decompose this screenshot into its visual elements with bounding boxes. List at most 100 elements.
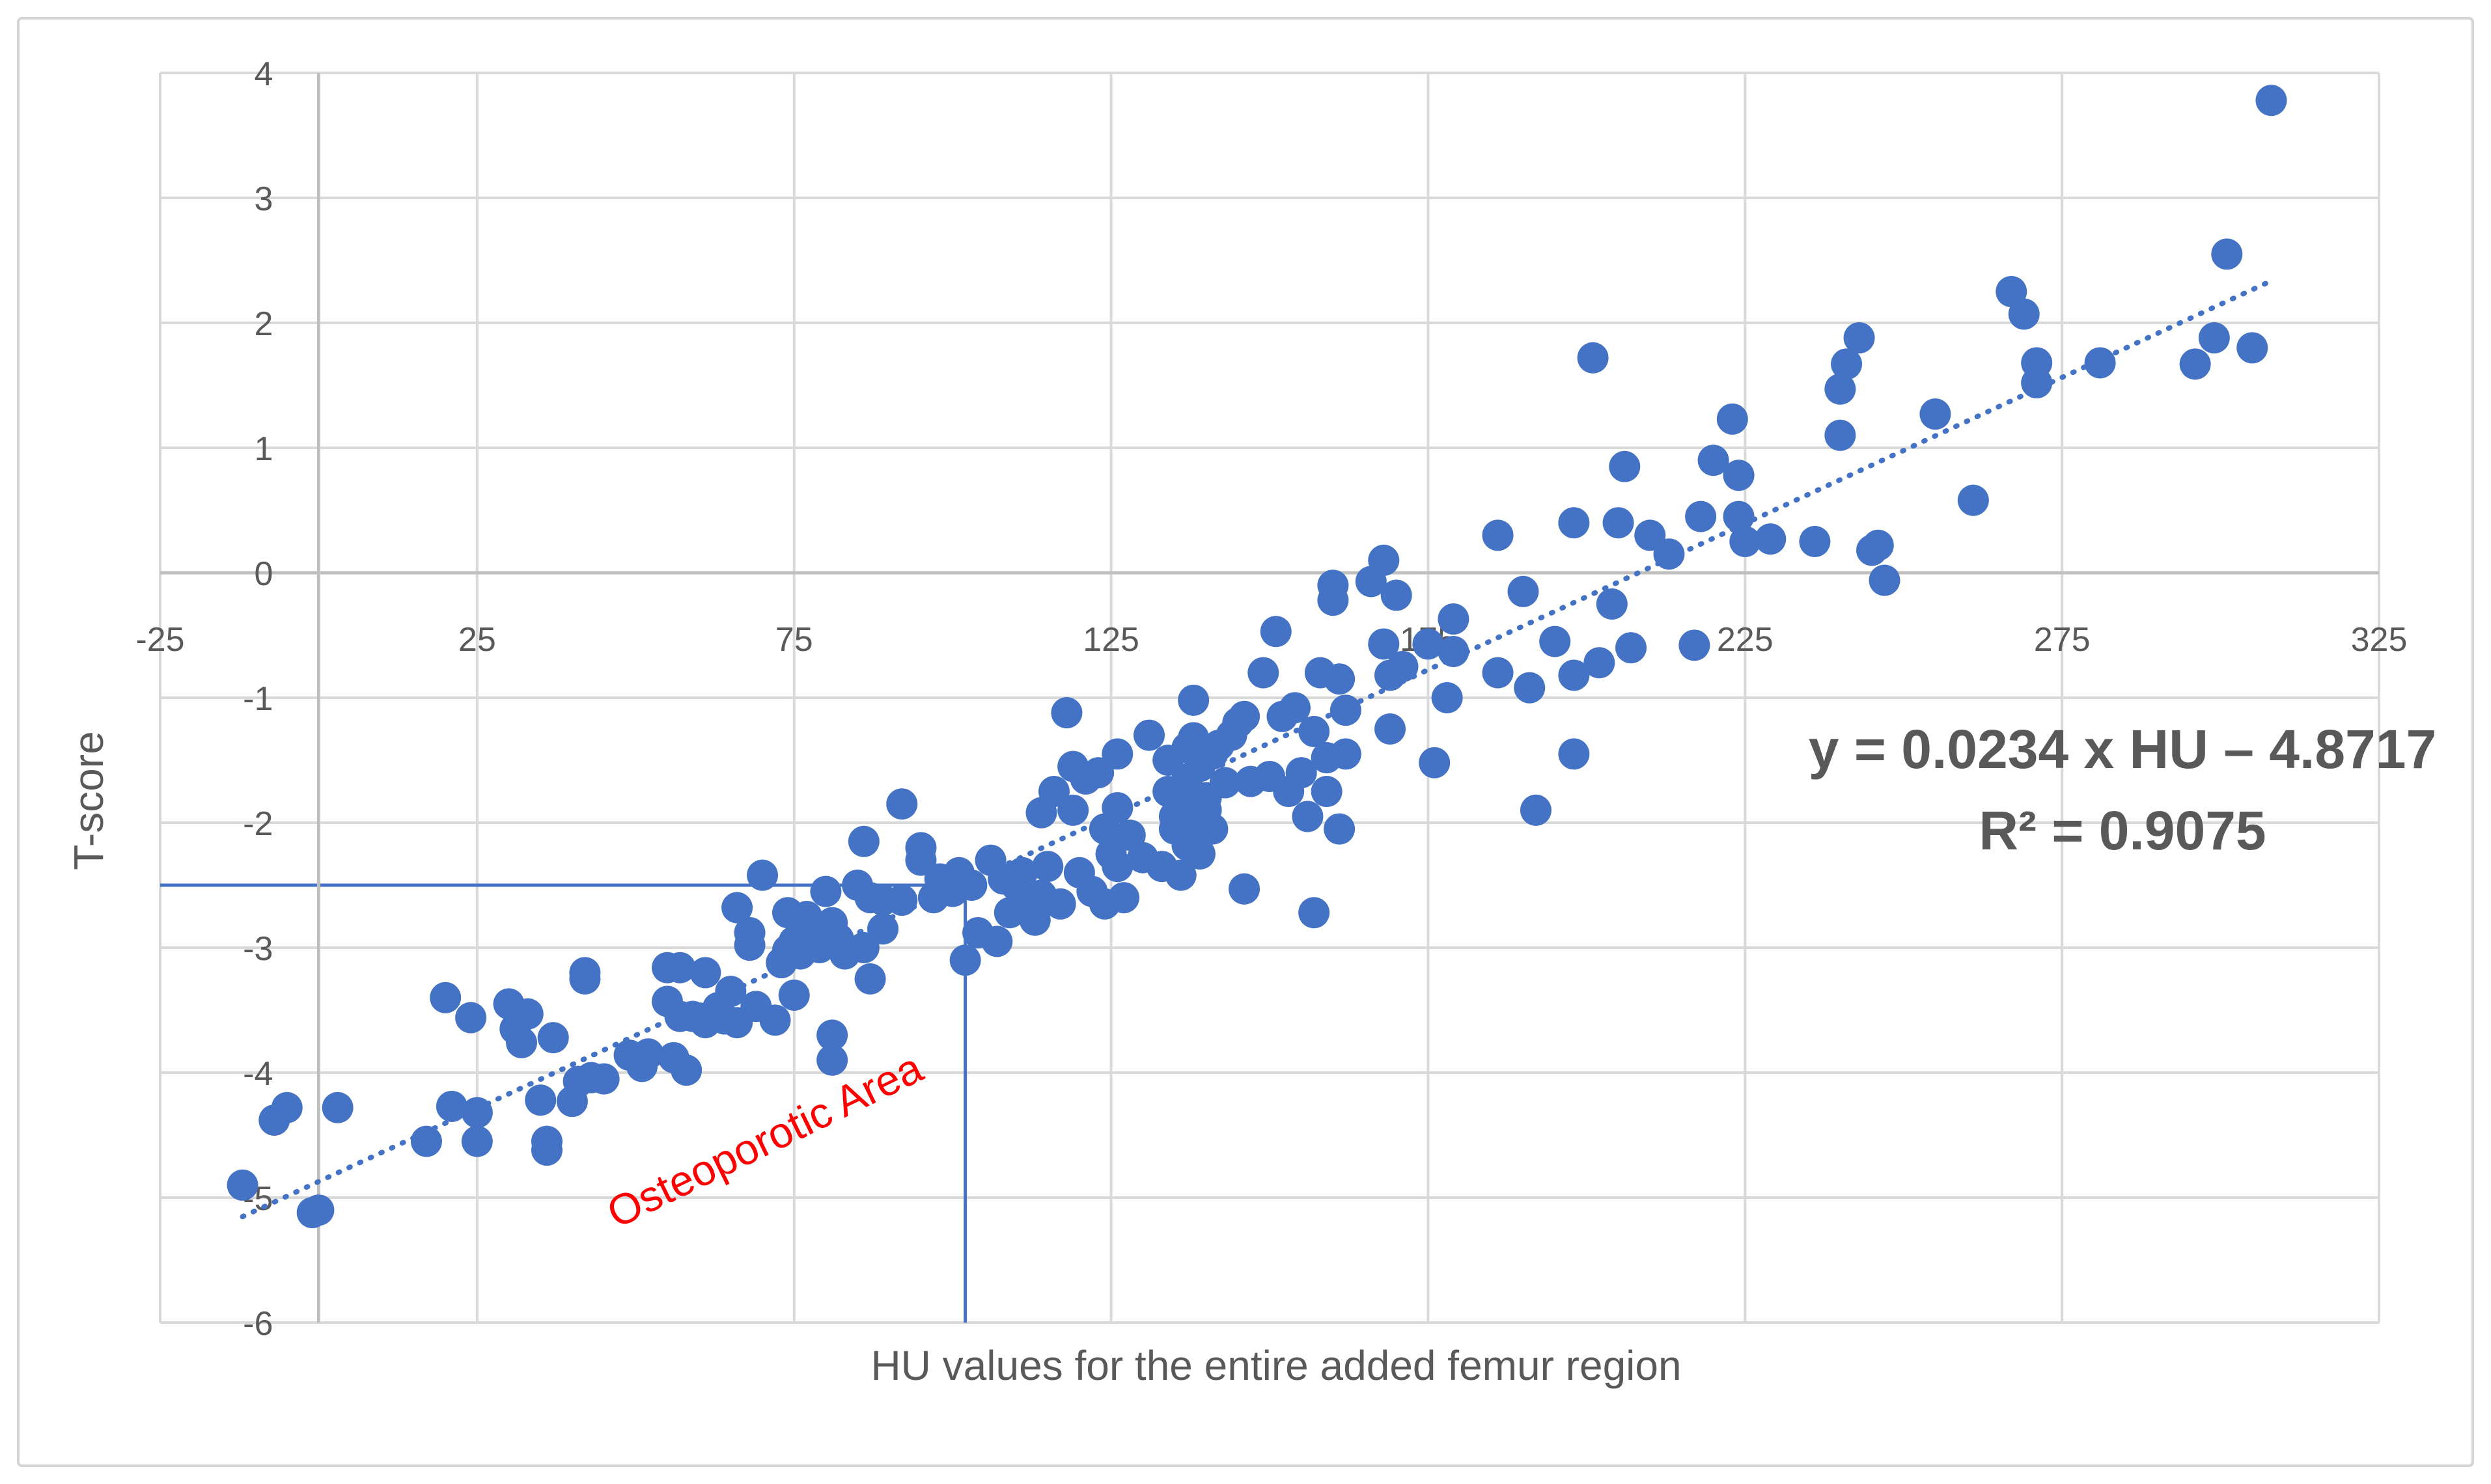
data-point-116 <box>1165 788 1197 820</box>
x-tick-label-7: 325 <box>2351 621 2408 659</box>
data-point-186 <box>1685 501 1717 532</box>
y-tick-label-10: -6 <box>243 1305 273 1343</box>
data-point-208 <box>2179 348 2211 380</box>
data-point-184 <box>1653 538 1685 570</box>
data-point-71 <box>886 885 918 916</box>
data-point-164 <box>1419 747 1451 778</box>
data-point-212 <box>2255 85 2287 117</box>
data-point-6 <box>410 1125 442 1157</box>
data-point-190 <box>1723 501 1755 532</box>
data-point-86 <box>1007 857 1038 888</box>
y-tick-label-7: -3 <box>243 930 273 968</box>
data-point-96 <box>1057 794 1089 826</box>
data-point-100 <box>1083 757 1115 789</box>
data-point-189 <box>1723 460 1755 491</box>
data-point-16 <box>525 1084 557 1116</box>
y-tick-label-8: -4 <box>243 1055 273 1093</box>
data-point-168 <box>1482 657 1514 689</box>
data-point-177 <box>1577 342 1609 374</box>
data-point-172 <box>1520 794 1552 826</box>
data-point-185 <box>1678 629 1710 661</box>
data-point-11 <box>461 1125 493 1157</box>
data-point-144 <box>1292 801 1324 832</box>
data-point-191 <box>1729 526 1761 557</box>
data-point-10 <box>461 1097 493 1129</box>
data-point-131 <box>1209 767 1241 799</box>
data-point-129 <box>1197 813 1229 845</box>
x-tick-label-5: 225 <box>1717 621 1774 659</box>
data-point-139 <box>1260 616 1292 648</box>
trendline-path <box>240 278 2274 1220</box>
data-point-78 <box>949 944 981 976</box>
y-tick-label-0: 4 <box>255 55 273 93</box>
data-point-165 <box>1431 682 1463 713</box>
data-point-137 <box>1247 657 1279 689</box>
data-point-202 <box>1957 484 1989 516</box>
data-point-178 <box>1583 647 1615 679</box>
data-point-9 <box>455 1002 487 1034</box>
trendline <box>240 278 2274 1220</box>
data-point-79 <box>956 870 988 901</box>
data-point-174 <box>1558 738 1590 770</box>
data-point-192 <box>1755 523 1787 555</box>
data-point-207 <box>2084 347 2116 379</box>
data-point-206 <box>2021 367 2053 399</box>
data-point-134 <box>1229 700 1260 732</box>
data-point-194 <box>1824 419 1856 451</box>
data-point-64 <box>848 825 880 857</box>
data-point-142 <box>1279 692 1311 724</box>
data-point-171 <box>1514 672 1546 704</box>
x-tick-label-3: 125 <box>1083 621 1139 659</box>
data-point-154 <box>1329 738 1361 770</box>
data-point-0 <box>227 1169 258 1201</box>
trendline-equation: y = 0.0234 x HU – 4.8717 <box>1809 719 2436 780</box>
data-point-143 <box>1285 757 1317 789</box>
y-tick-label-5: -1 <box>243 680 273 718</box>
data-point-60 <box>816 1044 848 1076</box>
data-point-187 <box>1697 445 1729 476</box>
data-point-65 <box>848 932 880 963</box>
y-tick-label-1: 3 <box>255 180 273 218</box>
data-point-2 <box>271 1092 303 1123</box>
data-point-163 <box>1412 628 1444 660</box>
data-point-57 <box>810 875 842 907</box>
data-point-82 <box>981 926 1013 957</box>
data-point-183 <box>1634 519 1666 551</box>
data-point-25 <box>588 1063 620 1095</box>
y-tick-label-6: -2 <box>243 805 273 843</box>
x-axis-title: HU values for the entire added femur reg… <box>870 1342 1681 1389</box>
data-point-204 <box>2008 298 2040 330</box>
data-point-42 <box>721 892 753 924</box>
data-point-34 <box>671 1054 703 1086</box>
data-points <box>227 85 2287 1229</box>
y-tick-label-3: 1 <box>255 430 273 468</box>
data-point-18 <box>531 1134 563 1166</box>
data-point-181 <box>1609 450 1641 482</box>
data-point-170 <box>1507 575 1539 607</box>
data-point-117 <box>1165 859 1197 891</box>
data-point-162 <box>1387 651 1419 682</box>
data-point-5 <box>322 1092 354 1123</box>
data-point-145 <box>1298 715 1330 747</box>
data-point-91 <box>1032 851 1064 883</box>
data-point-51 <box>778 979 810 1011</box>
data-point-153 <box>1324 813 1356 845</box>
data-point-182 <box>1615 632 1647 664</box>
y-tick-label-4: 0 <box>255 555 273 593</box>
data-point-93 <box>1044 888 1076 920</box>
data-point-19 <box>537 1022 569 1054</box>
data-point-44 <box>734 916 766 948</box>
x-tick-label-2: 75 <box>775 621 813 659</box>
data-point-121 <box>1178 684 1210 716</box>
x-tick-label-0: -25 <box>135 621 184 659</box>
data-point-32 <box>664 952 696 983</box>
data-point-199 <box>1862 529 1894 561</box>
data-point-155 <box>1329 694 1361 726</box>
data-point-179 <box>1596 588 1628 620</box>
data-point-70 <box>886 788 918 820</box>
data-point-107 <box>1108 882 1140 914</box>
data-point-167 <box>1438 635 1469 667</box>
axes <box>160 73 2379 1323</box>
data-point-7 <box>430 982 462 1013</box>
